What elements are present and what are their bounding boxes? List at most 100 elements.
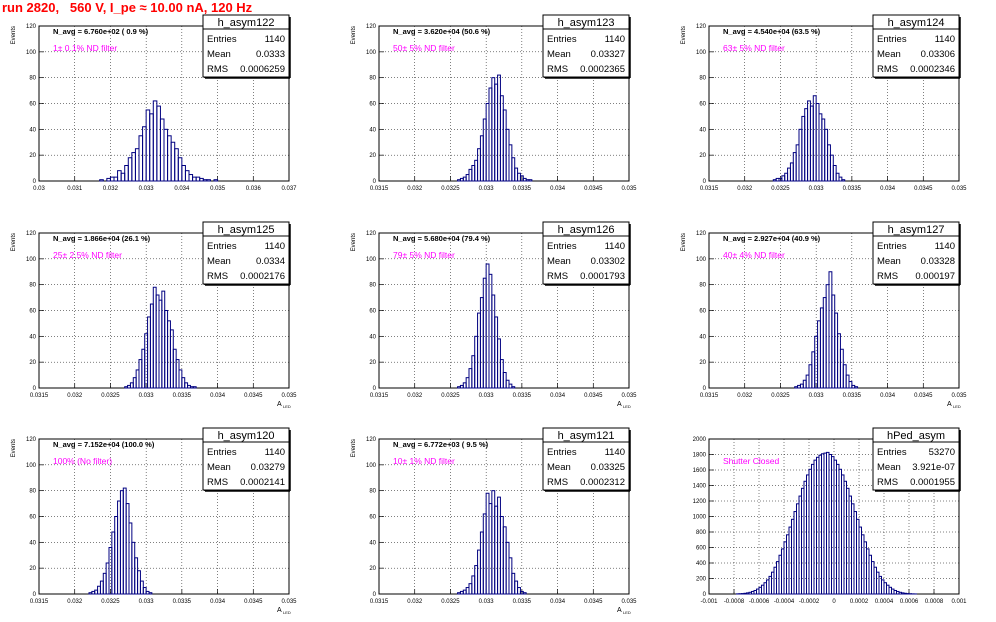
x-tick-label: 0.0335: [513, 599, 532, 605]
histogram-panel-h_asym123: 0.0315 0.032 0.0325 0.033 0.0335 0.034 0.0345 0…: [351, 14, 637, 192]
stats-label: Entries: [547, 34, 577, 45]
y-tick-label: 40: [29, 540, 36, 546]
y-tick-label: 20: [29, 566, 36, 572]
histogram-bin: [99, 179, 104, 182]
histogram-bin: [148, 592, 153, 595]
y-tick-label: 120: [696, 24, 707, 30]
x-tick-label: 0.0002: [850, 599, 869, 605]
x-axis-label: A: [947, 401, 952, 408]
stats-box: [202, 427, 290, 491]
stats-label: RMS: [207, 64, 228, 75]
stats-label: Mean: [207, 49, 231, 60]
stats-value: 0.0002365: [580, 64, 625, 75]
x-tick-label: 0.001: [951, 599, 967, 605]
y-tick-label: 600: [696, 546, 707, 552]
y-tick-label: 60: [29, 102, 36, 108]
stats-label: Mean: [207, 256, 231, 267]
x-tick-label: 0.0335: [843, 186, 862, 192]
y-tick-label: 0: [703, 592, 707, 598]
y-tick-label: 80: [29, 76, 36, 82]
stats-value: 0.0001793: [580, 271, 625, 282]
y-tick-label: 2000: [693, 437, 707, 443]
stats-label: Entries: [207, 241, 237, 252]
filter-note: 1± 0.1% ND filter: [53, 43, 117, 53]
filter-note: 10± 1% ND filter: [393, 456, 455, 466]
y-tick-label: 40: [369, 334, 376, 340]
y-axis-label: Events: [681, 26, 687, 44]
y-tick-label: 120: [366, 24, 377, 30]
histogram-name: h_asym124: [888, 17, 945, 29]
x-tick-label: 0.037: [281, 186, 297, 192]
filter-note: 79± 5% ND filter: [393, 250, 455, 260]
y-tick-label: 0: [703, 179, 707, 185]
stats-value: 1140: [265, 241, 285, 252]
x-tick-label: 0.033: [479, 186, 495, 192]
navg-label: N_avg = 6.760e+02 ( 0.9 %): [53, 27, 149, 36]
stats-label: Entries: [877, 447, 907, 458]
y-tick-label: 40: [29, 127, 36, 133]
y-axis-label: Events: [351, 439, 357, 457]
histogram-bin: [854, 386, 859, 389]
histogram-bin: [848, 381, 853, 389]
x-tick-label: -0.0008: [724, 599, 745, 605]
y-tick-label: 40: [369, 127, 376, 133]
stats-label: Entries: [877, 34, 907, 45]
histogram-bin: [511, 386, 516, 389]
x-tick-label: 0.034: [550, 393, 566, 399]
y-tick-label: 400: [696, 561, 707, 567]
histogram-bin: [528, 179, 533, 182]
y-tick-label: 80: [699, 283, 706, 289]
x-tick-label: 0.035: [281, 599, 297, 605]
y-tick-label: 40: [29, 334, 36, 340]
stats-label: Entries: [547, 447, 577, 458]
x-tick-label: 0.034: [550, 599, 566, 605]
y-tick-label: 60: [369, 102, 376, 108]
x-tick-label: -0.001: [700, 599, 718, 605]
histogram-name: hPed_asym: [887, 430, 945, 442]
y-tick-label: 80: [29, 489, 36, 495]
x-tick-label: 0.032: [103, 186, 119, 192]
x-tick-label: 0.036: [246, 186, 262, 192]
x-tick-label: 0.0335: [513, 393, 532, 399]
stats-value: 0.03327: [591, 49, 625, 60]
histogram-panel-h_asym127: 0.0315 0.032 0.0325 0.033 0.0335 0.034 0.0345 0…: [681, 221, 967, 409]
stats-label: Mean: [877, 462, 901, 473]
y-axis-label: Events: [11, 26, 17, 44]
filter-note: 63± 5% ND filter: [723, 43, 785, 53]
stats-label: Mean: [877, 49, 901, 60]
y-tick-label: 20: [29, 360, 36, 366]
x-tick-label: 0.0315: [700, 393, 719, 399]
stats-label: Mean: [207, 462, 231, 473]
y-tick-label: 40: [369, 540, 376, 546]
histogram-bin: [508, 383, 513, 389]
stats-label: Mean: [547, 462, 571, 473]
y-tick-label: 0: [703, 386, 707, 392]
y-tick-label: 20: [369, 360, 376, 366]
x-tick-label: -0.0006: [749, 599, 770, 605]
x-tick-label: 0.032: [67, 599, 83, 605]
x-tick-label: 0.033: [139, 393, 155, 399]
x-tick-label: 0.0335: [843, 393, 862, 399]
histogram-panel-h_asym126: 0.0315 0.032 0.0325 0.033 0.0335 0.034 0.0345 0…: [351, 221, 637, 409]
x-tick-label: 0.0006: [900, 599, 919, 605]
histogram-bin: [522, 592, 527, 595]
navg-label: N_avg = 1.866e+04 (26.1 %): [53, 234, 151, 243]
stats-value: 0.0006259: [240, 64, 285, 75]
y-tick-label: 0: [373, 179, 377, 185]
x-tick-label: 0.033: [809, 186, 825, 192]
stats-value: 1140: [265, 447, 285, 458]
histogram-panel-h_asym124: 0.0315 0.032 0.0325 0.033 0.0335 0.034 0.0345 0…: [681, 14, 967, 192]
x-tick-label: 0.0345: [584, 186, 603, 192]
histogram-bin: [517, 587, 521, 595]
x-tick-label: 0.031: [67, 186, 83, 192]
x-tick-label: 0.0315: [30, 599, 49, 605]
histogram-bin: [192, 386, 197, 389]
x-tick-label: 0.034: [550, 186, 566, 192]
x-axis-label-sub: LED: [953, 404, 961, 409]
stats-box: [542, 14, 630, 78]
y-tick-label: 1800: [693, 453, 707, 459]
stats-label: RMS: [877, 271, 898, 282]
stats-value: 0.03328: [921, 256, 955, 267]
y-tick-label: 100: [366, 257, 377, 263]
